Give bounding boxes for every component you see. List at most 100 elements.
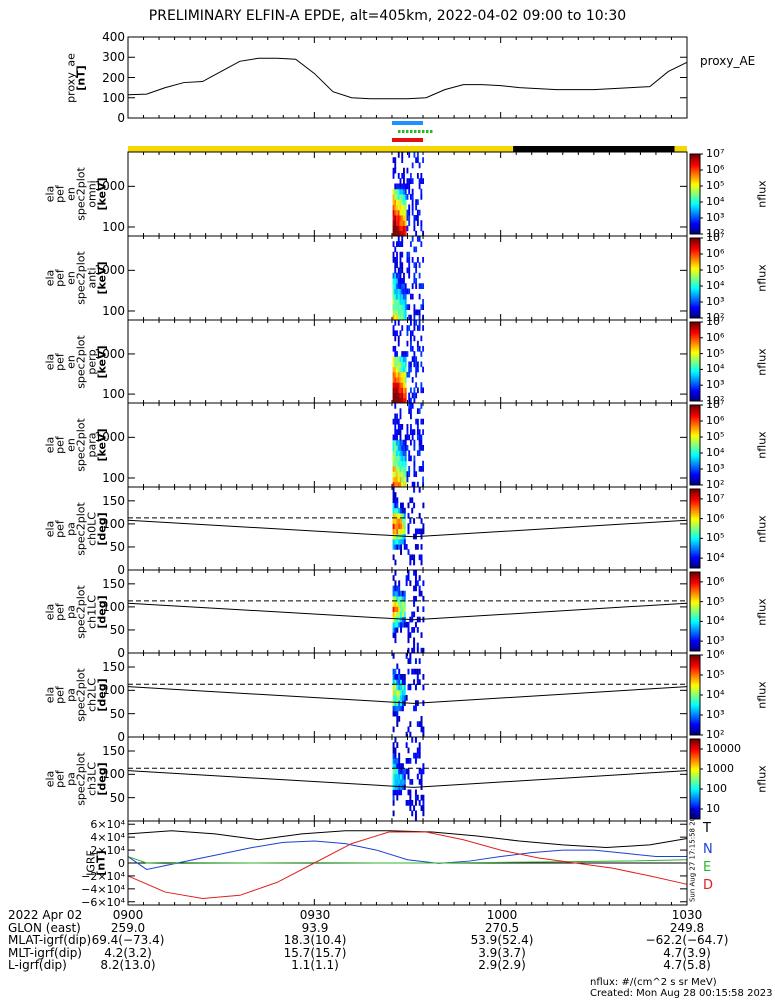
colorbar-cell xyxy=(690,655,700,658)
colorbar-tick-label: 10⁵ xyxy=(706,263,725,276)
spectrogram-cell xyxy=(401,288,404,295)
colorbar-tick-label: 10⁶ xyxy=(706,247,725,260)
spectrogram-cell xyxy=(403,684,406,691)
spectrogram-cell xyxy=(397,439,400,446)
y-tick-label: 100 xyxy=(102,90,125,105)
colorbar-cell xyxy=(690,789,700,792)
spectrogram-cell xyxy=(405,621,408,628)
spectrogram-cell xyxy=(397,188,400,195)
spectrogram-cell xyxy=(392,157,395,163)
colorbar-tick-label: 10³ xyxy=(706,634,725,648)
spectrogram-cell xyxy=(399,460,402,467)
spectrogram-cell xyxy=(396,721,399,727)
colorbar-cell xyxy=(690,787,700,790)
colorbar-cell xyxy=(690,795,700,798)
spectrogram-cell xyxy=(397,377,400,383)
colorbar-cell xyxy=(690,357,700,361)
colorbar-tick-label: 10⁶ xyxy=(706,511,725,525)
spectrogram-cell xyxy=(392,471,395,477)
spectrogram-cell xyxy=(409,653,412,659)
colorbar-frame xyxy=(689,571,701,652)
colorbar-cell xyxy=(690,707,700,710)
colorbar-cell xyxy=(690,797,700,800)
colorbar-cell xyxy=(690,763,700,766)
spectrogram-cell xyxy=(418,178,421,184)
spectrogram-cell xyxy=(406,424,409,430)
spectrogram-cell xyxy=(392,616,395,623)
colorbar-cell xyxy=(690,270,700,273)
spectrogram-cell xyxy=(418,325,421,331)
spectrogram-cell xyxy=(399,330,402,337)
spectrogram-cell xyxy=(399,183,402,190)
spectrogram-cell xyxy=(394,533,397,540)
colorbar-cell xyxy=(690,751,700,754)
spectrogram-cell xyxy=(405,731,408,738)
colorbar-frame xyxy=(689,153,701,235)
spectrogram-cell xyxy=(394,267,397,274)
colorbar-tick-label: 10⁴ xyxy=(706,279,725,292)
spectrogram-cell xyxy=(413,805,416,811)
spectrogram-cell xyxy=(397,215,400,221)
spectrogram-cell xyxy=(415,283,418,289)
spectrogram-cell xyxy=(414,570,417,576)
spectrogram-cell xyxy=(392,700,395,706)
colorbar-cell xyxy=(690,566,700,569)
spectrogram-cell xyxy=(394,413,397,420)
spectrogram-cell xyxy=(397,371,400,378)
spectrogram-cell xyxy=(420,418,423,425)
x-tick-label: 0930 xyxy=(299,908,331,922)
spectrogram-cell xyxy=(407,800,410,806)
spectrogram-cell xyxy=(405,800,408,806)
spectrogram-cell xyxy=(422,674,425,680)
spectrogram-cell xyxy=(405,742,408,748)
spectrogram-cell xyxy=(392,710,395,717)
spectrogram-cell xyxy=(397,204,400,211)
colorbar-cell xyxy=(690,154,700,157)
colorbar-cell xyxy=(690,483,700,486)
spectrogram-cell xyxy=(406,471,409,477)
spectrogram-cell xyxy=(404,209,407,216)
spectrogram-cell xyxy=(416,220,419,226)
spectrogram-cell xyxy=(422,580,425,587)
spectrogram-cell xyxy=(401,220,404,226)
spectrogram-cell xyxy=(404,445,407,451)
spectrogram-cell xyxy=(414,585,417,592)
colorbar-tick-label: 10⁵ xyxy=(706,668,725,681)
spectrogram-cell xyxy=(392,392,395,399)
spectrogram-cell xyxy=(401,476,404,483)
spectrogram-cell xyxy=(396,710,399,717)
spectrogram-cell xyxy=(409,800,412,806)
proxy-ae-legend: proxy_AE xyxy=(700,54,756,68)
spectrogram-cell xyxy=(394,497,397,504)
spectrogram-cell xyxy=(422,299,425,305)
spectrogram-cell xyxy=(416,752,419,759)
colorbar-cell xyxy=(690,443,700,446)
spectrogram-cell xyxy=(407,502,410,509)
spectrogram-cell xyxy=(420,304,423,310)
spectrogram-cell xyxy=(413,325,416,331)
spectrogram-cell xyxy=(416,257,419,263)
colorbar-cell xyxy=(690,381,700,384)
spectrogram-cell xyxy=(399,220,402,226)
spectrogram-cell xyxy=(392,800,395,806)
spectrogram-cell xyxy=(396,278,398,284)
colorbar-cell xyxy=(690,645,700,648)
colorbar-cell xyxy=(690,492,700,496)
spectrogram-cell xyxy=(396,789,399,796)
spectrogram-cell xyxy=(396,429,398,435)
y-axis-label: [deg] xyxy=(95,511,109,546)
spectrogram-cell xyxy=(392,257,395,263)
colorbar-cell xyxy=(690,769,700,772)
spectrogram-cell xyxy=(413,585,416,592)
colorbar-cell xyxy=(690,266,700,269)
spectrogram-cell xyxy=(409,789,412,796)
spectrogram-cell xyxy=(413,445,416,451)
spectrogram-cell xyxy=(404,450,407,456)
spectrogram-cell xyxy=(401,371,404,378)
spectrogram-cell xyxy=(404,309,407,316)
spectrogram-cell xyxy=(394,293,397,300)
spectrogram-cell xyxy=(422,523,425,529)
spectrogram-cell xyxy=(401,674,404,680)
y-tick-label: 150 xyxy=(102,744,125,758)
colorbar-cell xyxy=(690,202,700,205)
